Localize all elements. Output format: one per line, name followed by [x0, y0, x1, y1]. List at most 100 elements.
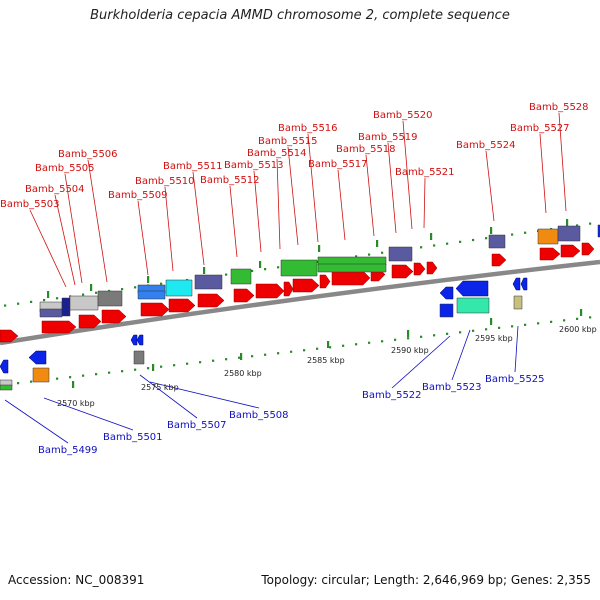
gene-label-plus: Bamb_5515 [258, 136, 318, 147]
major-tick [240, 353, 243, 360]
label-leader [54, 194, 76, 286]
tick-dot-lower [407, 337, 410, 340]
gene-label-minus: Bamb_5523 [422, 382, 482, 393]
gene-label-plus: Bamb_5512 [200, 175, 260, 186]
major-tick [147, 276, 150, 283]
red-gene-arrow [101, 309, 127, 324]
label-leader [539, 133, 547, 214]
gene-label-minus: Bamb_5522 [362, 390, 422, 401]
scale-labels: 2570 kbp 2575 kbp 2580 kbp 2585 kbp 2590 kbp… [57, 325, 597, 408]
major-tick [566, 219, 569, 226]
chromosome-backbone [0, 259, 600, 346]
tick-dot-upper [17, 302, 20, 305]
tick-dot-lower [251, 355, 254, 358]
major-tick [47, 291, 50, 298]
purple-block [388, 246, 413, 262]
gene-label-plus: Bamb_5504 [25, 184, 85, 195]
tick-dot-lower [420, 335, 423, 338]
blue-gene-arrow [0, 359, 9, 374]
label-leader [29, 209, 67, 288]
gray-block [97, 290, 123, 307]
label-leader [485, 150, 495, 222]
gene-label-plus: Bamb_5514 [247, 148, 307, 159]
label-leader [365, 154, 375, 237]
tick-dot-lower [225, 358, 228, 361]
label-leader [43, 397, 134, 431]
label-leader [387, 142, 397, 234]
tick-dot-upper [82, 293, 85, 296]
tick-dot-lower [264, 353, 267, 356]
tick-dot-upper [446, 242, 449, 245]
red-gene-arrow [233, 288, 255, 303]
tick-dot-lower [498, 326, 501, 329]
label-leader [337, 169, 346, 241]
tick-dot-lower [290, 350, 293, 353]
gene-label-plus: Bamb_5521 [395, 167, 455, 178]
tick-dot-lower [69, 376, 72, 379]
red-gene-arrow [140, 302, 170, 317]
gene-label-minus: Bamb_5508 [229, 410, 289, 421]
major-tick [490, 227, 493, 234]
tick-dot-upper [121, 288, 124, 291]
red-gene-arrow [539, 247, 561, 261]
tick-dot-upper [355, 255, 358, 258]
cyan-block [165, 279, 193, 297]
gene-label-plus: Bamb_5509 [108, 190, 168, 201]
blue-gene-arrow [455, 280, 489, 297]
green-block [280, 259, 318, 277]
khaki-block [513, 295, 523, 310]
tick-dot-lower [563, 319, 566, 322]
tick-dot-lower [17, 382, 20, 385]
red-gene-arrow [413, 262, 426, 276]
label-leader [391, 335, 451, 389]
tick-dot-upper [589, 222, 592, 225]
tick-dot-upper [511, 233, 514, 236]
tick-dot-lower [576, 317, 579, 320]
green-block [317, 263, 387, 273]
red-gene-arrow [560, 244, 581, 258]
red-gene-arrow [426, 261, 438, 275]
tick-dot-lower [121, 370, 124, 373]
tick-dot-lower [537, 322, 540, 325]
tick-dot-lower [160, 365, 163, 368]
label-leader [451, 329, 471, 381]
gene-label-plus: Bamb_5518 [336, 144, 396, 155]
red-gene-arrow [0, 329, 19, 343]
tick-dot-upper [381, 251, 384, 254]
major-tick [90, 284, 93, 291]
gene-label-plus: Bamb_5527 [510, 123, 570, 134]
tick-dot-upper [56, 297, 59, 300]
major-tick [72, 381, 75, 388]
gene-label-minus: Bamb_5507 [167, 420, 227, 431]
red-gene-arrow [292, 278, 320, 293]
tick-dot-lower [394, 338, 397, 341]
label-leader [402, 120, 413, 230]
red-gene-arrow [331, 270, 371, 286]
red-gene-arrow [283, 281, 294, 297]
red-gene-arrow [197, 293, 225, 308]
orange-block [32, 367, 50, 383]
tick-dot-lower [511, 325, 514, 328]
green-block [230, 268, 252, 285]
tick-dot-lower [134, 368, 137, 371]
purple-block [194, 274, 223, 290]
tick-dot-lower [589, 316, 592, 319]
navy-block [61, 297, 71, 317]
tick-dot-upper [30, 300, 33, 303]
red-gene-arrow [78, 314, 102, 329]
gene-label-plus: Bamb_5505 [35, 163, 95, 174]
label-leader [276, 158, 281, 250]
major-tick [152, 364, 155, 371]
tick-dot-lower [368, 341, 371, 344]
topology-text: Topology: circular; Length: 2,646,969 bp… [261, 573, 591, 587]
tick-marks [4, 219, 592, 388]
gene-label-plus: Bamb_5510 [135, 176, 195, 187]
tick-dot-lower [329, 346, 332, 349]
tick-dot-lower [342, 344, 345, 347]
tick-dot-upper [485, 237, 488, 240]
blue-gene-arrow [439, 286, 454, 300]
red-gene-arrow [255, 283, 285, 299]
blue-gene-arrow [520, 277, 528, 291]
tick-dot-upper [368, 253, 371, 256]
